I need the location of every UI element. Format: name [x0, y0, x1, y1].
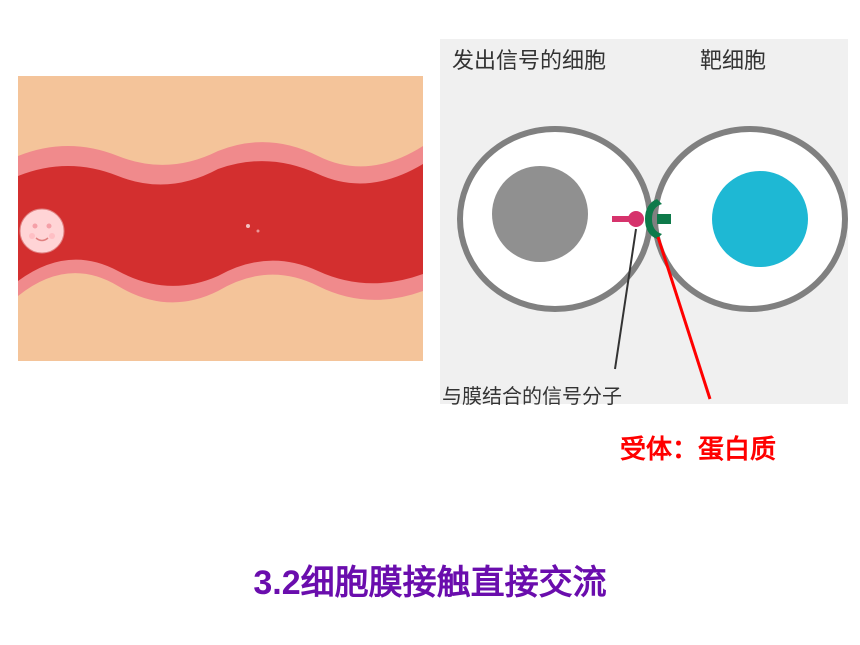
- target-cell-nucleus: [712, 171, 808, 267]
- signal-cell-label: 发出信号的细胞: [452, 43, 606, 75]
- target-cell-label: 靶细胞: [700, 43, 766, 75]
- blood-vessel-diagram: [18, 76, 423, 361]
- cell-signaling-diagram: [440, 39, 848, 404]
- receptor-label: 受体：蛋白质: [620, 429, 776, 466]
- blood-cell-icon: [20, 209, 64, 253]
- page-title: 3.2细胞膜接触直接交流: [253, 555, 606, 604]
- signal-molecule-label: 与膜结合的信号分子: [442, 380, 622, 409]
- signal-cell-nucleus: [492, 166, 588, 262]
